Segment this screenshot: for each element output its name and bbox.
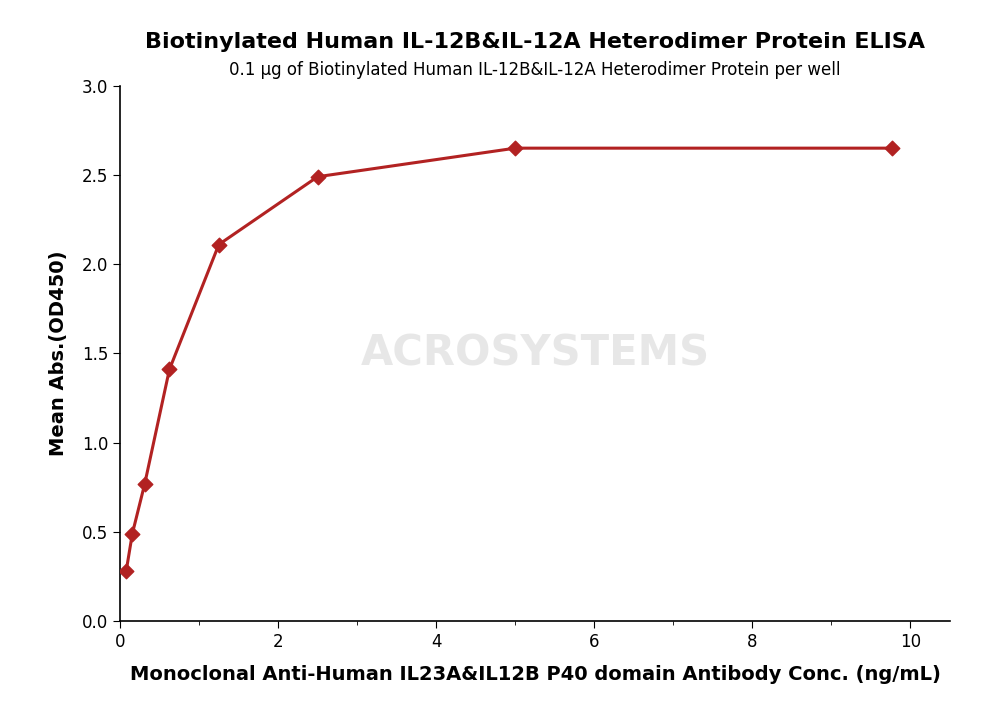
Text: ACROSYSTEMS: ACROSYSTEMS (360, 333, 710, 374)
Text: Biotinylated Human IL-12B&IL-12A Heterodimer Protein ELISA: Biotinylated Human IL-12B&IL-12A Heterod… (145, 32, 925, 52)
Point (310, 171, 326, 182)
Text: 0.1 μg of Biotinylated Human IL-12B&IL-12A Heterodimer Protein per well: 0.1 μg of Biotinylated Human IL-12B&IL-1… (229, 61, 841, 79)
Point (884, 142, 900, 154)
Point (137, 478, 153, 490)
Point (211, 238, 227, 251)
Point (507, 142, 523, 154)
Y-axis label: Mean Abs.(OD450): Mean Abs.(OD450) (49, 251, 68, 456)
Point (124, 528, 140, 540)
X-axis label: Monoclonal Anti-Human IL23A&IL12B P40 domain Antibody Conc. (ng/mL): Monoclonal Anti-Human IL23A&IL12B P40 do… (130, 665, 940, 684)
Point (118, 565, 134, 577)
Point (161, 364, 177, 376)
